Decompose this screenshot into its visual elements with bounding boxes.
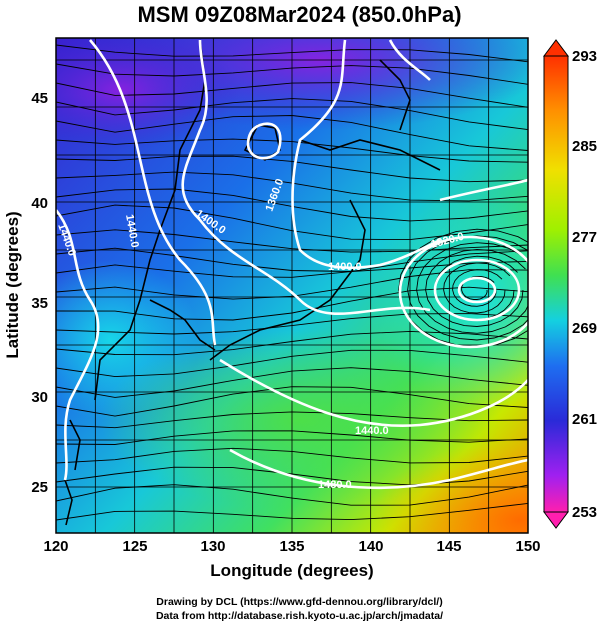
y-tick-label: 30 [31, 389, 48, 406]
height-contours [56, 39, 528, 490]
colorbar-tick-label: 285 [572, 138, 597, 155]
credit-drawing: Drawing by DCL (https://www.gfd-dennou.o… [156, 596, 443, 608]
y-axis: 25 30 35 40 45 Latitude (degrees) [3, 90, 48, 496]
colorbar-tick-label: 293 [572, 48, 597, 65]
colorbar-tick-label: 269 [572, 320, 597, 337]
colorbar-bottom-arrow [543, 511, 569, 529]
y-axis-title: Latitude (degrees) [3, 211, 22, 358]
x-tick-label: 135 [279, 538, 304, 555]
x-tick-label: 130 [200, 538, 225, 555]
contour-label: 1440.0 [355, 425, 389, 437]
credit-data-source: Data from http://database.rish.kyoto-u.a… [155, 610, 444, 622]
plot-frame [55, 37, 529, 534]
x-tick-label: 140 [358, 538, 383, 555]
colorbar-tick-label: 253 [572, 504, 597, 521]
colorbar-top-arrow [543, 39, 569, 57]
streamline [443, 262, 511, 314]
contour-label: 1400.0 [328, 261, 362, 273]
x-axis-title: Longitude (degrees) [210, 561, 373, 580]
x-tick-label: 120 [43, 538, 68, 555]
contour-label: 1440.0 [123, 213, 141, 248]
y-tick-label: 45 [31, 90, 48, 107]
x-tick-label: 150 [515, 538, 540, 555]
y-tick-label: 40 [31, 195, 48, 212]
y-tick-label: 35 [31, 295, 48, 312]
map-title: MSM 09Z08Mar2024 (850.0hPa) [137, 2, 462, 27]
colorbar-bar [543, 55, 569, 513]
colorbar: 293 285 277 269 261 253 [543, 39, 597, 529]
colorbar-tick-label: 277 [572, 229, 597, 246]
x-axis: 120 125 130 135 140 145 150 Longitude (d… [43, 538, 540, 580]
x-tick-label: 125 [122, 538, 147, 555]
x-tick-label: 145 [436, 538, 461, 555]
streamline [416, 242, 528, 334]
contour-label: 1480.0 [318, 479, 352, 491]
colorbar-tick-label: 261 [572, 411, 597, 428]
y-tick-label: 25 [31, 479, 48, 496]
